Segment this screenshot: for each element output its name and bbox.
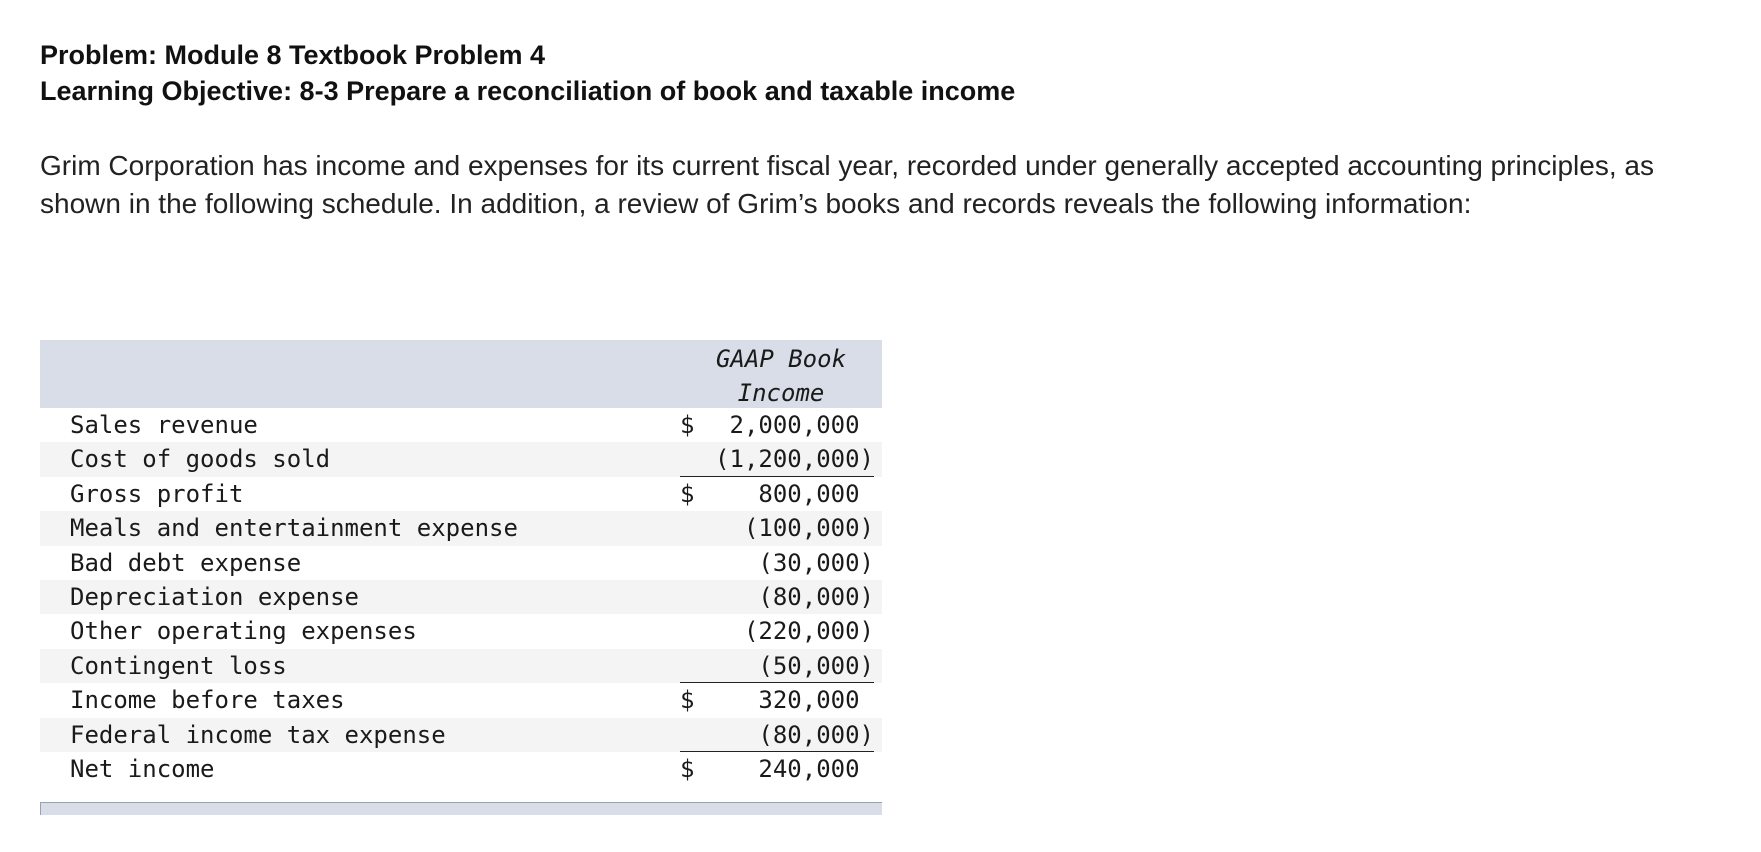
problem-intro: Grim Corporation has income and expenses… <box>40 150 1654 219</box>
table-row: Gross profit $ 800,000 <box>40 475 882 511</box>
row-label: Sales revenue <box>70 411 258 439</box>
row-value: $ 2,000,000 <box>680 408 874 442</box>
row-amount: (100,000) <box>743 514 874 543</box>
row-label: Income before taxes <box>70 686 345 715</box>
row-amount: (80,000) <box>758 720 874 749</box>
table-footer-bar <box>40 802 882 816</box>
problem-title: Problem: Module 8 Textbook Problem 4 <box>40 40 546 70</box>
row-value: (220,000) <box>680 614 874 648</box>
row-value: (1,200,000) <box>680 442 874 476</box>
table-row: Meals and entertainment expense (100,000… <box>40 511 882 546</box>
row-value: (80,000) <box>680 718 874 752</box>
learning-objective: Learning Objective: 8-3 Prepare a reconc… <box>40 76 1016 106</box>
row-label: Net income <box>70 754 215 783</box>
dollar-sign: $ <box>680 754 695 783</box>
row-value: (50,000) <box>680 649 874 683</box>
row-label: Meals and entertainment expense <box>70 514 518 543</box>
row-amount: (50,000) <box>758 651 874 680</box>
table-row: Net income $ 240,000 <box>40 750 882 786</box>
row-label: Depreciation expense <box>70 582 359 611</box>
row-value: $ 240,000 <box>680 750 874 786</box>
row-amount: (1,200,000) <box>715 445 874 474</box>
row-amount: (220,000) <box>743 617 874 646</box>
row-value: (30,000) <box>680 546 874 580</box>
table-header: GAAP Book Income <box>40 340 882 408</box>
row-label: Other operating expenses <box>70 617 417 646</box>
table-row: Income before taxes $ 320,000 <box>40 682 882 717</box>
table-row: Other operating expenses (220,000) <box>40 614 882 648</box>
row-value: (100,000) <box>680 511 874 545</box>
dollar-sign: $ <box>680 686 695 715</box>
column-header-gaap-book-income: GAAP Book Income <box>715 345 847 407</box>
table-row: Contingent loss (50,000) <box>40 648 882 684</box>
row-value: $ 800,000 <box>680 475 874 511</box>
table-row: Bad debt expense (30,000) <box>40 546 882 580</box>
dollar-sign: $ <box>680 479 695 508</box>
table-row: Federal income tax expense (80,000) <box>40 717 882 752</box>
income-schedule-table: GAAP Book Income Sales revenue $ 2,000,0… <box>40 340 882 816</box>
row-label: Contingent loss <box>70 651 287 680</box>
row-amount: 800,000 <box>758 479 874 508</box>
row-amount: (30,000) <box>758 548 874 577</box>
dollar-sign: $ <box>680 411 695 439</box>
row-label: Bad debt expense <box>70 548 302 577</box>
row-label: Federal income tax expense <box>70 720 446 749</box>
table-row: Sales revenue $ 2,000,000 <box>40 408 882 442</box>
row-amount: 320,000 <box>758 686 874 715</box>
row-label: Gross profit <box>70 479 244 508</box>
row-value: (80,000) <box>680 580 874 614</box>
row-amount: (80,000) <box>758 582 874 611</box>
row-value: $ 320,000 <box>680 682 874 717</box>
table-row: Depreciation expense (80,000) <box>40 579 882 615</box>
row-amount: 2,000,000 <box>729 411 874 439</box>
table-row: Cost of goods sold (1,200,000) <box>40 442 882 477</box>
row-amount: 240,000 <box>758 754 874 783</box>
row-label: Cost of goods sold <box>70 445 331 474</box>
